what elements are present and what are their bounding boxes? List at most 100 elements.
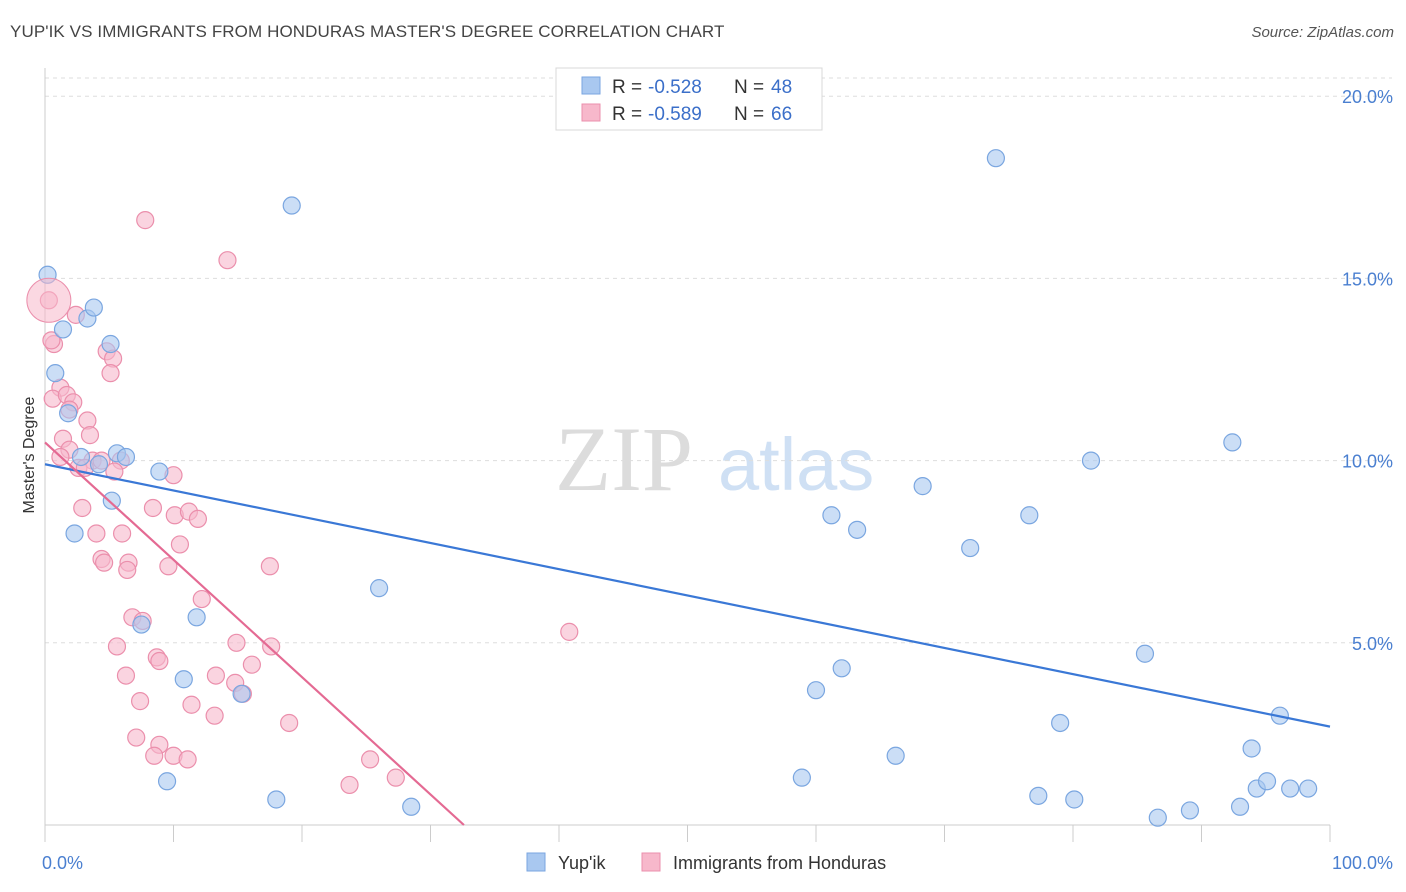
point-yupik-42 <box>1257 772 1277 791</box>
point-honduras-63 <box>386 768 405 787</box>
point-yupik-28 <box>1020 506 1039 525</box>
series-legend-swatch-yupik <box>526 852 546 872</box>
point-yupik-37 <box>792 768 811 787</box>
point-honduras-48 <box>242 655 261 674</box>
point-honduras-43 <box>227 633 246 652</box>
point-yupik-19 <box>174 670 193 689</box>
point-honduras-49 <box>116 666 136 685</box>
point-yupik-24 <box>822 506 841 525</box>
point-honduras-50 <box>206 666 226 685</box>
point-honduras-53 <box>130 692 150 711</box>
point-honduras-15 <box>80 426 100 445</box>
legend-n-label-1: N = <box>734 77 764 98</box>
tick-labels: 5.0% 10.0% 15.0% 20.0% 0.0% 100.0% <box>42 87 1393 873</box>
point-honduras-33 <box>170 535 190 554</box>
point-honduras-61 <box>178 750 197 769</box>
legend-r-label-2: R = <box>612 104 642 125</box>
point-yupik-33 <box>1135 644 1155 663</box>
point-honduras-2 <box>42 331 61 350</box>
point-yupik-3 <box>84 298 103 317</box>
point-yupik-46 <box>1148 808 1167 827</box>
point-yupik-25 <box>848 520 867 539</box>
series-legend-swatch-honduras <box>641 852 661 872</box>
stats-legend: R = -0.528 N = 48 R = -0.589 N = 66 <box>555 67 823 131</box>
legend-r-label-1: R = <box>612 77 642 98</box>
point-honduras-57 <box>127 728 146 747</box>
point-yupik-45 <box>1180 801 1200 820</box>
point-honduras-38 <box>260 557 279 576</box>
point-yupik-36 <box>886 746 905 765</box>
point-yupik-16 <box>370 579 389 598</box>
x-tick-label-0: 0.0% <box>42 853 83 873</box>
point-yupik-15 <box>986 149 1006 168</box>
watermark-zip: ZIP <box>555 408 693 510</box>
point-yupik-29 <box>1081 451 1101 470</box>
legend-swatch-yupik <box>581 76 601 95</box>
chart-title: YUP'IK VS IMMIGRANTS FROM HONDURAS MASTE… <box>10 22 725 41</box>
axes <box>44 68 1331 842</box>
point-yupik-27 <box>961 538 980 558</box>
trend-line-honduras <box>44 441 465 826</box>
point-yupik-30 <box>1223 433 1242 452</box>
point-honduras-4 <box>218 251 237 270</box>
point-yupik-12 <box>102 491 121 510</box>
y-axis-title: Master's Degree <box>21 396 38 513</box>
grid-lines <box>45 77 1392 644</box>
point-honduras-47 <box>150 651 169 671</box>
point-honduras-45 <box>107 637 127 656</box>
point-yupik-11 <box>150 462 169 481</box>
point-honduras-54 <box>182 695 201 714</box>
point-yupik-39 <box>1029 786 1048 805</box>
point-yupik-17 <box>187 608 206 627</box>
point-honduras-27 <box>143 498 163 518</box>
point-yupik-14 <box>282 196 301 215</box>
point-honduras-30 <box>188 509 208 529</box>
point-yupik-18 <box>132 615 151 634</box>
point-yupik-21 <box>157 772 177 791</box>
source-credit: Source: ZipAtlas.com <box>1251 24 1394 41</box>
point-honduras-40 <box>192 589 211 609</box>
series-legend-label-honduras: Immigrants from Honduras <box>673 853 886 873</box>
point-yupik-4 <box>46 364 65 383</box>
point-honduras-31 <box>112 524 132 543</box>
point-yupik-40 <box>1065 790 1084 809</box>
point-honduras-39 <box>118 560 137 580</box>
point-yupik-43 <box>1281 779 1300 798</box>
y-tick-label-0: 5.0% <box>1352 634 1393 654</box>
point-yupik-23 <box>402 797 421 816</box>
point-yupik-34 <box>1051 713 1070 733</box>
point-yupik-26 <box>913 477 932 496</box>
point-honduras-3 <box>136 211 155 230</box>
point-honduras-56 <box>280 713 299 733</box>
series-legend-label-yupik: Yup'ik <box>558 853 606 873</box>
trend-lines <box>44 441 1331 826</box>
point-yupik-32 <box>806 681 826 700</box>
point-yupik-20 <box>232 684 251 703</box>
point-yupik-5 <box>101 334 120 354</box>
point-yupik-47 <box>1230 797 1250 816</box>
point-honduras-37 <box>159 557 178 576</box>
legend-r-value-1: -0.528 <box>648 77 702 98</box>
point-yupik-13 <box>65 524 84 543</box>
point-honduras-64 <box>340 775 359 795</box>
point-honduras-55 <box>205 706 224 725</box>
point-honduras-44 <box>262 637 281 656</box>
legend-swatch-honduras <box>581 103 601 122</box>
point-yupik-22 <box>267 790 286 809</box>
point-honduras-cluster <box>26 277 72 323</box>
point-honduras-62 <box>361 750 380 769</box>
point-yupik-8 <box>89 455 109 474</box>
point-honduras-65 <box>560 622 579 641</box>
x-tick-label-1: 100.0% <box>1332 853 1393 873</box>
watermark-atlas: atlas <box>718 423 874 506</box>
point-yupik-44 <box>1299 779 1318 798</box>
trend-line-yupik <box>44 463 1331 728</box>
point-yupik-1 <box>53 320 73 339</box>
legend-n-label-2: N = <box>734 104 764 125</box>
y-tick-label-2: 15.0% <box>1342 269 1393 289</box>
point-yupik-10 <box>116 447 136 467</box>
point-honduras-32 <box>87 524 106 543</box>
legend-n-value-2: 66 <box>771 104 792 125</box>
point-honduras-8 <box>101 364 120 383</box>
